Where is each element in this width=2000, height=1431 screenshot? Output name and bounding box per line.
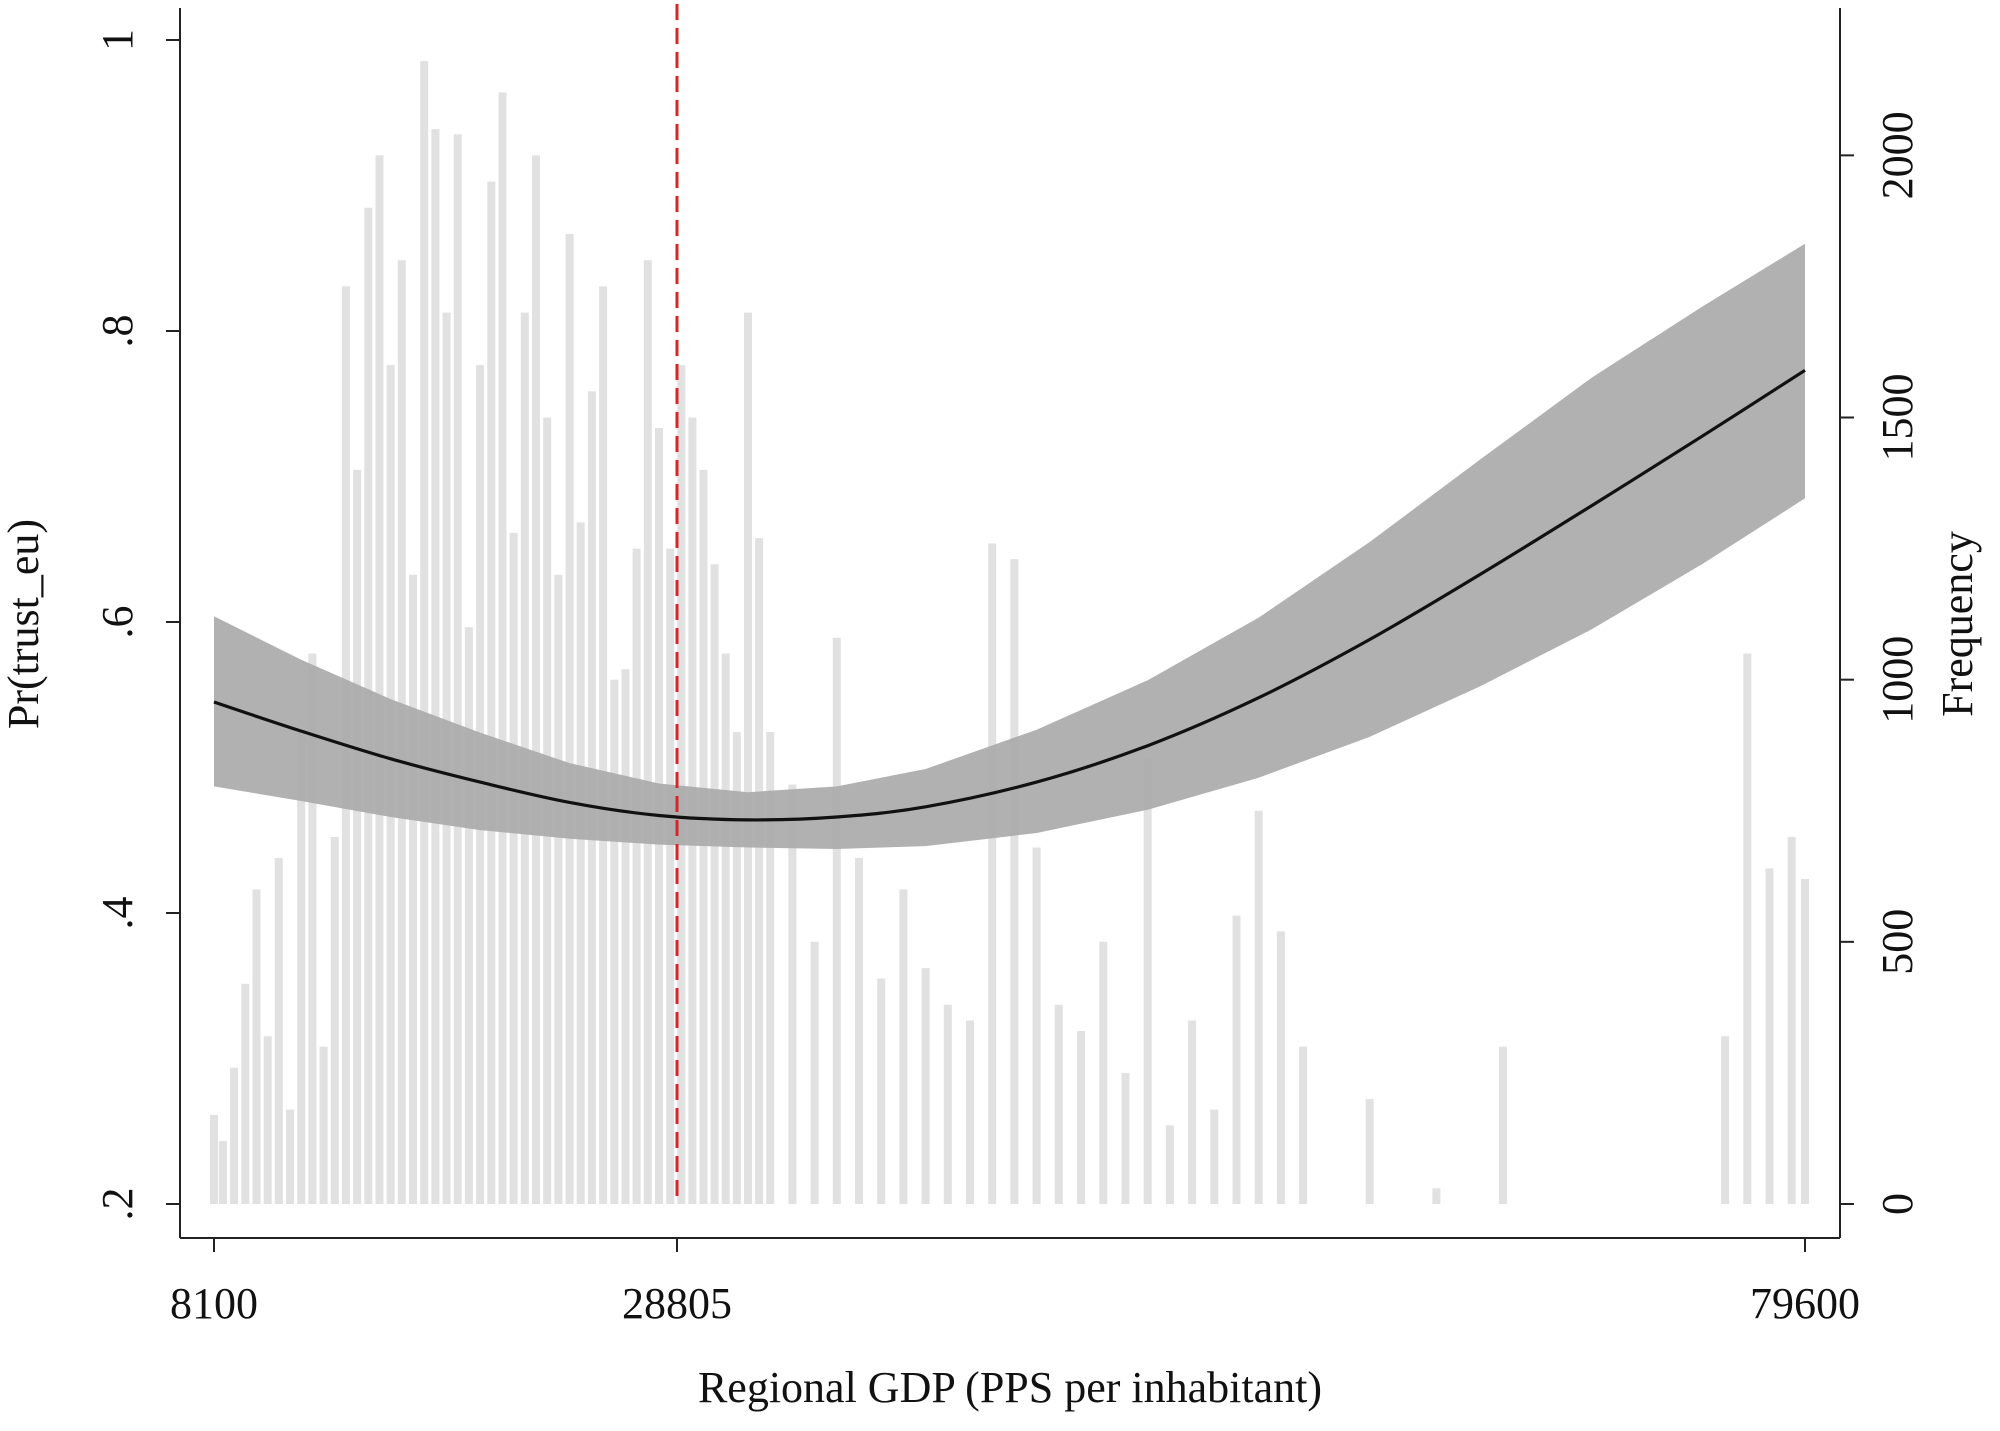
histogram-bar <box>632 548 641 1204</box>
prediction-line-layer <box>213 368 1806 822</box>
confidence-band <box>214 243 1805 849</box>
histogram-bar <box>788 784 797 1204</box>
histogram-bar <box>464 627 473 1204</box>
histogram-bar <box>409 574 417 1204</box>
histogram-bar <box>832 637 841 1204</box>
histogram-bar <box>1276 931 1285 1204</box>
histogram-bar <box>599 286 608 1204</box>
histogram-bar <box>487 181 496 1205</box>
histogram-bar <box>1299 1046 1308 1204</box>
histogram-bar <box>666 548 675 1204</box>
histogram-bar <box>1054 1004 1063 1204</box>
y-tick-label: .6 <box>93 606 142 639</box>
x-tick-label: 28805 <box>622 1279 732 1328</box>
histogram-bar <box>319 1046 328 1204</box>
x-tick-label: 79600 <box>1750 1279 1860 1328</box>
histogram-bar <box>877 978 886 1204</box>
histogram-bar <box>252 889 261 1204</box>
histogram-bar <box>1432 1188 1441 1204</box>
y-tick-label: .2 <box>93 1188 142 1221</box>
histogram-bar <box>532 155 540 1204</box>
histogram-bar <box>1099 941 1108 1204</box>
tick-layer: 8100 28805 79600 .2 .4 .6 .8 1 0 500 1000 1500 2000 <box>93 29 1922 1328</box>
y2-tick-label: 2000 <box>1873 111 1922 199</box>
histogram-bar <box>710 564 719 1204</box>
histogram-bar <box>1121 1072 1130 1204</box>
x-tick-label: 8100 <box>170 1279 258 1328</box>
y-axis-title: Pr(trust_eu) <box>0 519 48 729</box>
histogram-bar <box>1032 847 1041 1204</box>
histogram-bar <box>1765 868 1774 1204</box>
histogram-bar <box>610 679 619 1204</box>
histogram-bar <box>1499 1046 1507 1204</box>
y2-tick-label: 1000 <box>1873 636 1922 724</box>
confidence-band-layer <box>214 243 1805 849</box>
histogram-bar <box>1077 1031 1086 1204</box>
histogram-bar <box>565 234 574 1204</box>
histogram-bar <box>732 732 741 1204</box>
histogram-bar <box>1010 559 1019 1204</box>
y2-tick-label: 0 <box>1873 1193 1922 1215</box>
histogram-bar <box>1365 1099 1374 1204</box>
histogram-bar <box>677 365 686 1205</box>
histogram-bar <box>375 155 384 1204</box>
histogram-bar <box>721 653 730 1204</box>
histogram-bar <box>855 857 863 1204</box>
histogram-bar <box>308 653 317 1204</box>
histogram-bar <box>286 1109 294 1204</box>
histogram-bar <box>509 532 518 1204</box>
histogram-bar <box>943 1004 952 1204</box>
histogram-bar <box>988 543 997 1204</box>
y-tick-label: 1 <box>93 29 142 51</box>
histogram-bar <box>1254 810 1263 1204</box>
y-tick-label: .4 <box>93 897 142 930</box>
histogram-bar <box>263 1036 272 1204</box>
histogram-bar <box>755 538 764 1204</box>
histogram-bar <box>330 837 339 1204</box>
histogram-bar <box>1232 915 1241 1204</box>
histogram-bar <box>241 983 250 1204</box>
histogram-bar <box>554 574 563 1204</box>
histogram-bar <box>498 92 507 1204</box>
histogram-bar <box>1801 878 1809 1204</box>
y2-axis-title: Frequency <box>1933 531 1982 717</box>
histogram-bar <box>1165 1125 1174 1204</box>
histogram-bar <box>1721 1036 1730 1204</box>
histogram-bar <box>431 129 440 1205</box>
prediction-line <box>213 368 1806 822</box>
histogram-bar <box>297 732 306 1204</box>
histogram-bar <box>1188 1020 1197 1204</box>
histogram-bar <box>353 469 362 1204</box>
histogram-bar <box>274 857 283 1204</box>
y2-tick-label: 1500 <box>1873 374 1922 462</box>
histogram-bar <box>218 1141 227 1204</box>
histogram-bar <box>1743 653 1752 1204</box>
histogram-bar <box>1210 1109 1219 1204</box>
histogram-bar <box>621 669 630 1204</box>
histogram-bar <box>420 61 429 1204</box>
histogram-bar <box>766 732 775 1204</box>
x-axis-title: Regional GDP (PPS per inhabitant) <box>698 1363 1322 1412</box>
histogram-bar <box>453 134 462 1204</box>
histogram-bar <box>576 522 585 1204</box>
y-tick-label: .8 <box>93 315 142 348</box>
histogram-bar <box>643 260 652 1204</box>
histogram-bar <box>810 941 819 1204</box>
histogram-bar <box>230 1067 239 1204</box>
histogram-bar <box>899 889 908 1204</box>
histogram-bar <box>1143 758 1152 1204</box>
histogram-bar <box>966 1020 974 1204</box>
histogram-bar <box>744 312 752 1205</box>
histogram-bar <box>921 968 930 1204</box>
histogram-bar <box>1787 837 1796 1204</box>
y2-tick-label: 500 <box>1873 909 1922 975</box>
histogram-bar <box>210 1114 218 1204</box>
